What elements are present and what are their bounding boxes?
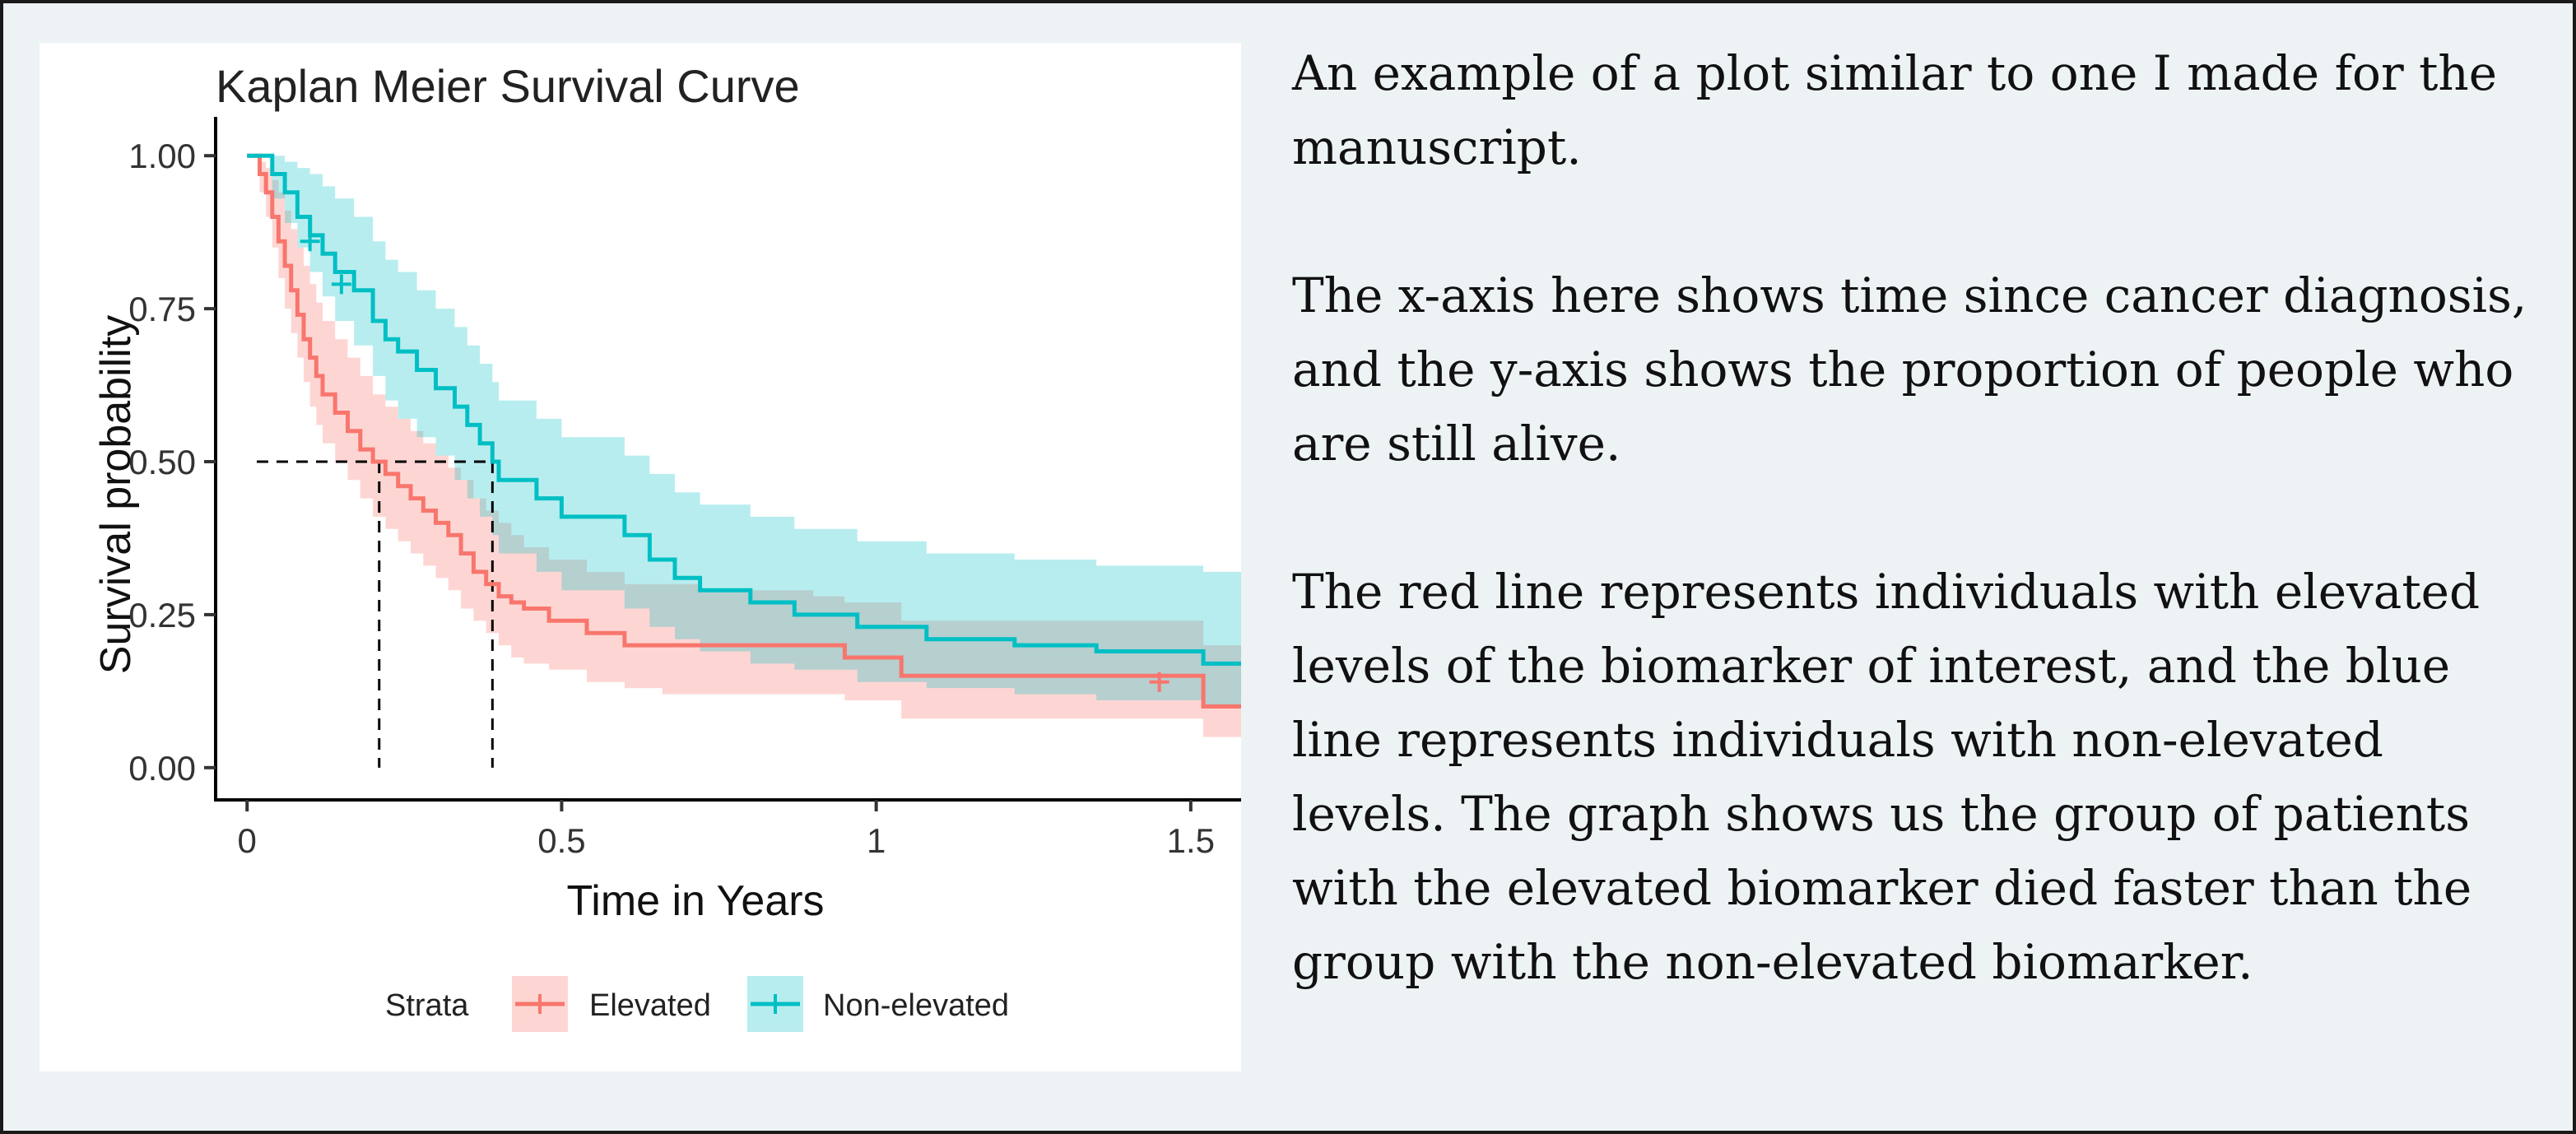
chart-title: Kaplan Meier Survival Curve xyxy=(216,60,800,112)
description-paragraph-3: The red line represents individuals with… xyxy=(1292,564,2481,990)
survival-line-elevated xyxy=(247,153,1241,709)
y-tick-label: 0.25 xyxy=(128,596,196,634)
chart-panel: Kaplan Meier Survival Curve 0.00 0.25 0.50… xyxy=(40,43,1241,1071)
x-tick-label: 1.5 xyxy=(1167,821,1215,860)
censor-mark-elevated xyxy=(1149,672,1169,692)
ci-band-non-elevated xyxy=(247,156,1241,707)
y-tick-label: 0.50 xyxy=(128,443,196,481)
y-tick-label: 0.75 xyxy=(128,290,196,328)
ci-band-elevated xyxy=(247,156,1241,737)
description-panel: An example of a plot similar to one I ma… xyxy=(1292,36,2551,999)
y-tick-label: 0.00 xyxy=(128,749,196,788)
legend-title: Strata xyxy=(385,988,469,1023)
description-paragraph-2: The x-axis here shows time since cancer … xyxy=(1292,267,2527,472)
survival-line-non-elevated xyxy=(247,153,1241,666)
censor-mark-non-elevated xyxy=(300,231,320,252)
legend-label-non-elevated: Non-elevated xyxy=(823,988,1009,1023)
description-paragraph-1: An example of a plot similar to one I ma… xyxy=(1292,45,2498,175)
x-axis-label: Time in Years xyxy=(566,877,824,925)
y-axis-label: Survival probability xyxy=(92,315,140,674)
x-tick-label: 0.5 xyxy=(537,821,585,860)
km-survival-chart: 0.00 0.25 0.50 0.75 1.00 0 0.5 1 1.5 Time in Year… xyxy=(92,117,1241,1032)
y-tick-label: 1.00 xyxy=(128,137,196,175)
censor-mark-non-elevated xyxy=(331,274,351,295)
x-tick-label: 1 xyxy=(867,821,886,860)
x-tick-label: 0 xyxy=(238,821,257,860)
legend-label-elevated: Elevated xyxy=(589,988,711,1023)
